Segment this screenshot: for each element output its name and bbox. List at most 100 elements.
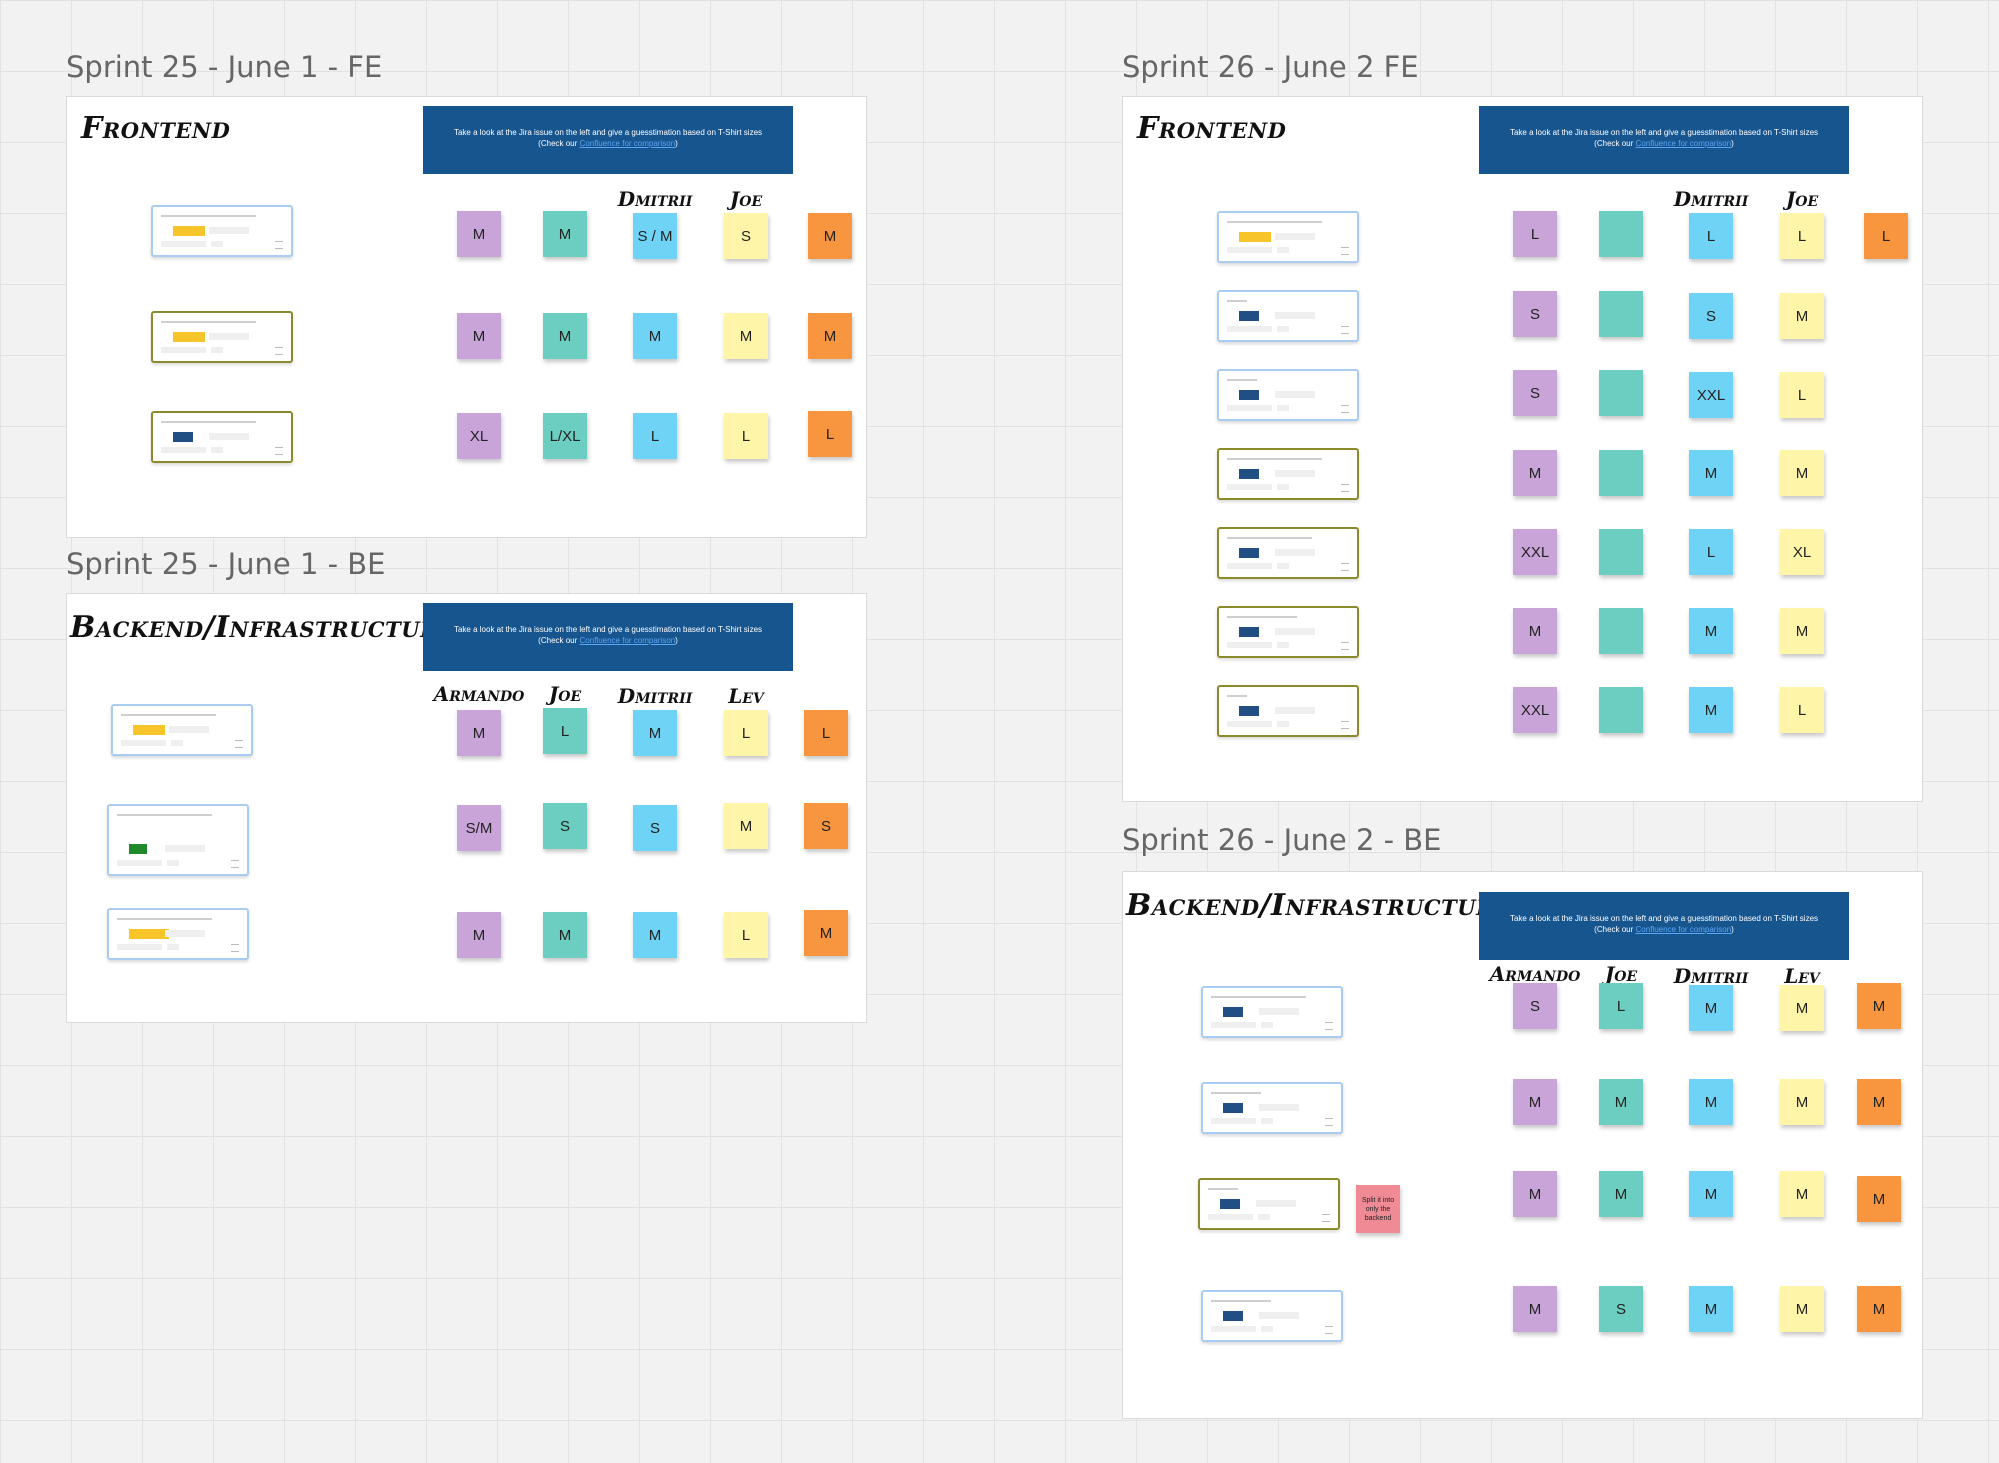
sticky-note[interactable]: L (1780, 687, 1824, 733)
sticky-note[interactable]: M (543, 211, 587, 257)
jira-issue-card[interactable] (1201, 1082, 1343, 1134)
instructions-banner[interactable]: Take a look at the Jira issue on the lef… (1479, 106, 1849, 174)
sticky-note[interactable]: M (543, 313, 587, 359)
sticky-note[interactable]: L (1780, 372, 1824, 418)
sticky-note[interactable]: XL (1780, 529, 1824, 575)
instructions-banner[interactable]: Take a look at the Jira issue on the lef… (1479, 892, 1849, 960)
sticky-note[interactable]: L (1689, 213, 1733, 259)
sticky-note[interactable]: M (1689, 687, 1733, 733)
sticky-note[interactable]: L (808, 411, 852, 457)
sticky-note[interactable]: XXL (1513, 529, 1557, 575)
sticky-note[interactable]: L (633, 413, 677, 459)
sticky-note[interactable]: M (1780, 293, 1824, 339)
instructions-banner[interactable]: Take a look at the Jira issue on the lef… (423, 106, 793, 174)
sticky-note[interactable]: M (1780, 608, 1824, 654)
sticky-note[interactable]: M (1780, 450, 1824, 496)
jira-issue-card[interactable] (111, 704, 253, 756)
jira-issue-card[interactable] (1217, 290, 1359, 342)
sticky-note[interactable] (1599, 450, 1643, 496)
sticky-note[interactable]: M (1780, 1286, 1824, 1332)
sticky-note[interactable]: L (1689, 529, 1733, 575)
sticky-note[interactable]: M (1689, 1171, 1733, 1217)
sticky-note[interactable]: XL (457, 413, 501, 459)
sticky-note[interactable]: S (804, 803, 848, 849)
sticky-note[interactable]: L (804, 710, 848, 756)
sticky-note[interactable]: L (1599, 983, 1643, 1029)
jira-issue-card[interactable] (1198, 1178, 1340, 1230)
sticky-note[interactable]: M (1780, 1079, 1824, 1125)
sticky-note[interactable]: L (724, 413, 768, 459)
sticky-note-comment[interactable]: Split it into only the backend (1356, 1185, 1400, 1233)
jira-issue-card[interactable] (1217, 685, 1359, 737)
sticky-note[interactable]: M (1857, 1286, 1901, 1332)
sticky-note[interactable]: L (543, 708, 587, 754)
sticky-note[interactable]: S/M (457, 805, 501, 851)
sticky-note[interactable]: M (808, 213, 852, 259)
sticky-note[interactable]: L/XL (543, 413, 587, 459)
sticky-note[interactable] (1599, 370, 1643, 416)
sticky-note[interactable] (1599, 608, 1643, 654)
sticky-note[interactable]: M (633, 710, 677, 756)
confluence-link[interactable]: Confluence for comparison (579, 636, 676, 645)
sticky-note[interactable]: M (1689, 1079, 1733, 1125)
sticky-note[interactable]: S (724, 213, 768, 259)
sticky-note[interactable]: M (1689, 1286, 1733, 1332)
jira-issue-card[interactable] (1201, 986, 1343, 1038)
frame-title-sprint26-be[interactable]: Sprint 26 - June 2 - BE (1122, 823, 1442, 857)
confluence-link[interactable]: Confluence for comparison (1635, 925, 1732, 934)
sticky-note[interactable]: S (633, 805, 677, 851)
sticky-note[interactable]: XXL (1689, 372, 1733, 418)
jira-issue-card[interactable] (1201, 1290, 1343, 1342)
sticky-note[interactable]: M (1513, 1171, 1557, 1217)
confluence-link[interactable]: Confluence for comparison (579, 139, 676, 148)
confluence-link[interactable]: Confluence for comparison (1635, 139, 1732, 148)
sticky-note[interactable]: M (457, 211, 501, 257)
sticky-note[interactable]: M (1689, 985, 1733, 1031)
sticky-note[interactable] (1599, 211, 1643, 257)
sticky-note[interactable]: L (1864, 213, 1908, 259)
sticky-note[interactable]: S (1513, 983, 1557, 1029)
sticky-note[interactable]: M (1689, 450, 1733, 496)
sticky-note[interactable]: L (1513, 211, 1557, 257)
jira-issue-card[interactable] (1217, 606, 1359, 658)
sticky-note[interactable]: M (1513, 608, 1557, 654)
jira-issue-card[interactable] (107, 804, 249, 876)
sticky-note[interactable]: M (724, 313, 768, 359)
sticky-note[interactable]: M (804, 910, 848, 956)
sticky-note[interactable]: M (1513, 1286, 1557, 1332)
sticky-note[interactable]: S (1689, 293, 1733, 339)
frame-title-sprint25-fe[interactable]: Sprint 25 - June 1 - FE (66, 50, 383, 84)
sticky-note[interactable] (1599, 529, 1643, 575)
sticky-note[interactable]: M (457, 313, 501, 359)
sticky-note[interactable]: S / M (633, 213, 677, 259)
sticky-note[interactable]: M (633, 313, 677, 359)
sticky-note[interactable]: M (633, 912, 677, 958)
frame-title-sprint25-be[interactable]: Sprint 25 - June 1 - BE (66, 547, 386, 581)
sticky-note[interactable]: M (457, 710, 501, 756)
sticky-note[interactable]: L (724, 912, 768, 958)
sticky-note[interactable]: M (1780, 985, 1824, 1031)
sticky-note[interactable]: M (1599, 1079, 1643, 1125)
sticky-note[interactable]: M (543, 912, 587, 958)
sticky-note[interactable]: M (1857, 983, 1901, 1029)
frame-sprint26-fe[interactable]: Frontend Take a look at the Jira issue o… (1122, 96, 1923, 802)
sticky-note[interactable] (1599, 291, 1643, 337)
sticky-note[interactable]: M (1780, 1171, 1824, 1217)
sticky-note[interactable]: S (1513, 291, 1557, 337)
sticky-note[interactable]: XXL (1513, 687, 1557, 733)
frame-sprint25-fe[interactable]: Frontend Take a look at the Jira issue o… (66, 96, 867, 538)
sticky-note[interactable]: S (1599, 1286, 1643, 1332)
sticky-note[interactable]: S (543, 803, 587, 849)
jira-issue-card[interactable] (151, 205, 293, 257)
sticky-note[interactable]: L (1780, 213, 1824, 259)
jira-issue-card[interactable] (107, 908, 249, 960)
sticky-note[interactable]: M (808, 313, 852, 359)
sticky-note[interactable] (1599, 687, 1643, 733)
frame-title-sprint26-fe[interactable]: Sprint 26 - June 2 FE (1122, 50, 1419, 84)
jira-issue-card[interactable] (1217, 369, 1359, 421)
sticky-note[interactable]: L (724, 710, 768, 756)
sticky-note[interactable]: M (1857, 1079, 1901, 1125)
frame-sprint25-be[interactable]: Backend/Infrastructure Take a look at th… (66, 593, 867, 1023)
jira-issue-card[interactable] (1217, 527, 1359, 579)
jira-issue-card[interactable] (1217, 448, 1359, 500)
